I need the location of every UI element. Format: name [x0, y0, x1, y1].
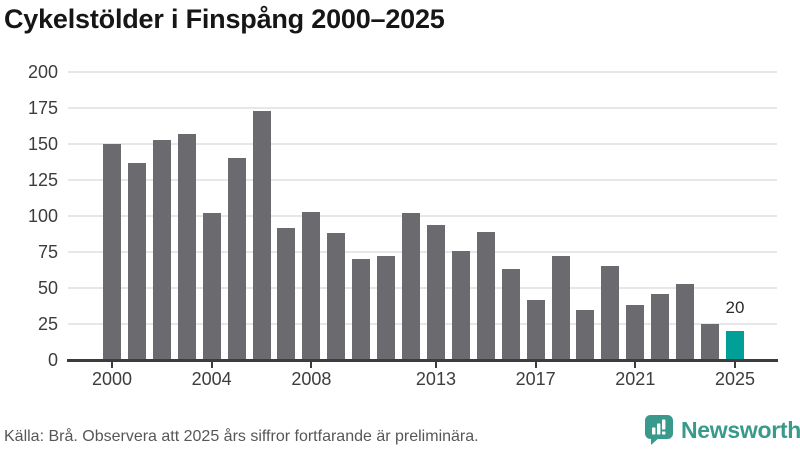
x-tick-label-2013: 2013: [415, 369, 456, 389]
newsworthy-bubble-chart-icon: [645, 415, 673, 445]
y-tick-label-0: 0: [47, 350, 58, 370]
bar-2008: [302, 211, 321, 360]
x-tick-2013: [434, 362, 437, 368]
source-note: Källa: Brå. Observera att 2025 års siffr…: [4, 428, 479, 445]
x-tick-label-2008: 2008: [291, 369, 332, 389]
bar-2025: [726, 331, 744, 360]
y-tick-label-75: 75: [37, 242, 58, 262]
bar-2018: [551, 256, 570, 360]
gridline-50: [68, 287, 777, 289]
bar-2022: [651, 293, 670, 360]
gridline-150: [68, 143, 777, 145]
bar-2021: [626, 305, 645, 360]
chart-title: Cykelstölder i Finspång 2000–2025: [4, 4, 445, 34]
y-tick-label-25: 25: [37, 314, 58, 334]
x-tick-label-2025: 2025: [714, 369, 756, 389]
bar-2015: [476, 231, 495, 360]
bar-2004: [202, 213, 221, 360]
gridline-200: [68, 71, 777, 73]
x-axis-line: [67, 359, 778, 362]
x-tick-label-2017: 2017: [515, 369, 556, 389]
bar-2007: [277, 227, 296, 360]
bar-2003: [177, 133, 196, 360]
bar-2014: [451, 250, 470, 360]
newsworthy-wordmark: Newsworthy: [681, 416, 800, 443]
x-tick-label-2021: 2021: [615, 369, 656, 389]
gridline-100: [68, 215, 777, 217]
bar-2011: [377, 256, 396, 360]
gridline-75: [68, 251, 777, 253]
bar-2020: [601, 266, 620, 360]
x-tick-2017: [534, 362, 537, 368]
bar-2006: [252, 110, 271, 360]
bar-2000: [103, 144, 121, 360]
bar-2023: [676, 283, 695, 360]
bar-2013: [426, 224, 445, 360]
x-tick-2000: [111, 362, 113, 368]
y-tick-label-100: 100: [27, 206, 58, 226]
x-tick-2008: [310, 362, 313, 368]
x-tick-2021: [634, 362, 637, 368]
gridline-125: [68, 179, 777, 181]
y-tick-label-50: 50: [37, 278, 58, 298]
newsworthy-logo: Newsworthy: [644, 414, 800, 446]
y-tick-label-150: 150: [27, 134, 58, 154]
y-tick-label-175: 175: [27, 98, 58, 118]
bar-2016: [501, 269, 520, 360]
x-tick-label-2004: 2004: [191, 369, 232, 389]
gridline-175: [68, 107, 777, 109]
bar-2001: [127, 162, 146, 360]
y-tick-label-125: 125: [27, 170, 58, 190]
bar-2019: [576, 309, 595, 360]
x-tick-2004: [210, 362, 213, 368]
y-tick-label-200: 200: [27, 62, 58, 82]
bar-2017: [526, 299, 545, 360]
gridline-25: [68, 323, 777, 325]
bar-2024: [701, 324, 720, 360]
bar-2009: [327, 233, 346, 360]
bar-2002: [152, 139, 171, 360]
bar-2010: [352, 259, 371, 360]
x-tick-2025: [734, 362, 736, 368]
bar-2005: [227, 158, 246, 360]
highlight-value-label: 20: [725, 298, 745, 318]
x-tick-label-2000: 2000: [91, 369, 133, 389]
bar-2012: [402, 213, 421, 360]
